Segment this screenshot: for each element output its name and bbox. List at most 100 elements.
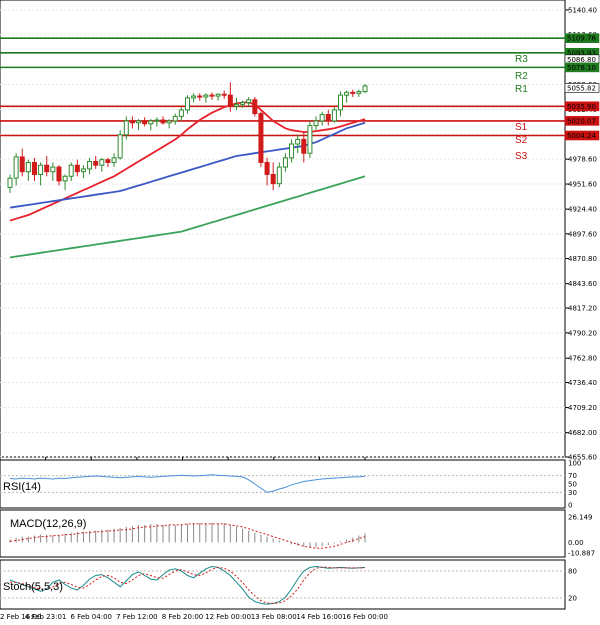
stoch-tick-label: 20 [568,595,577,603]
price-tag-box [564,62,600,73]
candle-body [325,114,331,122]
price-tick-label: 4951.60 [568,181,597,189]
candle-body [87,161,93,170]
s2-label: S2 [515,135,528,146]
candle-body [178,109,184,117]
candle-body [50,166,56,173]
macd-signal-line [9,523,366,549]
price-tick-label: 4709.20 [568,404,597,412]
price-tag-label: 5086.80 [567,56,596,64]
candle-body [215,93,221,97]
candle-body [289,143,295,159]
price-tick-label: 4655.60 [568,454,597,462]
time-tick-label: 8 Feb 20:00 [162,613,203,621]
candle-body [7,177,13,188]
r2-label: R2 [515,71,528,82]
price-tick-label: 4978.60 [568,156,597,164]
candle-body [313,120,319,127]
candle-body [264,161,270,175]
candle-body [80,168,86,173]
ma-green-line [9,175,366,259]
candle-body [44,164,50,173]
candle-body [111,157,117,163]
candle-body [105,159,111,163]
macd-tick-label: -10.887 [568,550,595,558]
r1-label: R1 [515,84,528,95]
s3-label: S3 [515,151,528,162]
rsi-tick-label: 50 [568,481,577,489]
time-tick-label: 16 Feb 00:00 [342,613,388,621]
time-tick-label: 12 Feb 00:00 [205,613,251,621]
price-tag-box [564,116,600,126]
main-panel-frame [0,0,566,458]
time-tick-label: 6 Feb 04:00 [71,613,112,621]
candle-body [350,91,356,94]
stoch-signal-line [10,566,365,604]
stoch-panel-frame [0,559,566,610]
time-tick-label: 13 Feb 08:00 [251,613,297,621]
candle-body [172,115,178,122]
candle-body [356,90,362,94]
rsi-tick-label: 30 [568,489,577,497]
time-axis: 2 Feb 16:004 Feb 23:01 6 Feb 04:00 7 Feb 1… [0,457,388,621]
candles [7,82,368,193]
candle-body [258,113,264,163]
candle-body [362,85,368,92]
time-tick-label: 4 Feb 23:01 [25,613,66,621]
candle-body [123,120,129,136]
macd-panel-frame [0,509,566,558]
candle-body [129,120,135,124]
candle-body [185,97,190,111]
candle-body [344,91,350,96]
stoch-title: Stoch(5,5,3) [3,581,63,593]
candle-body [142,120,148,125]
candle-body [276,166,282,185]
candle-body [233,103,239,107]
stoch-tick-label: 80 [568,568,577,576]
price-tick-label: 4924.40 [568,206,597,214]
stoch-panel: 80 20 [0,565,577,605]
price-tick-label: 4790.20 [568,329,597,337]
candle-body [338,94,344,111]
candle-body [227,94,233,107]
candle-body [252,99,258,115]
candle-body [117,134,123,159]
price-tag-label: 5109.76 [567,35,596,43]
candle-body [191,95,197,99]
price-tag-label: 5020.07 [567,117,596,125]
price-axis: 5140.405113.605059.605032.405005.604978.… [565,6,597,462]
candle-body [203,94,209,98]
price-tick-label: 4762.80 [568,355,597,363]
price-tick-label: 4870.80 [568,255,597,263]
candle-body [38,164,44,175]
candle-body [154,119,160,122]
candle-body [68,164,74,177]
rsi-tick-label: 70 [568,472,577,480]
candle-body [301,138,307,154]
candle-body [25,161,31,173]
price-tag-label: 5078.10 [567,64,596,72]
rsi-panel-frame [0,459,566,509]
price-tick-label: 4897.60 [568,230,597,238]
price-tag-box [564,33,600,43]
candle-body [246,99,252,104]
candle-body [74,164,80,173]
price-tag-label: 5004.24 [567,132,596,140]
candle-body [166,120,172,124]
macd-title: MACD(12,26,9) [10,518,86,530]
candle-body [240,102,246,105]
candle-body [99,159,105,166]
candle-body [295,138,301,145]
candle-body [93,161,99,166]
price-tick-label: 4843.60 [568,280,597,288]
s1-label: S1 [515,122,528,133]
price-tick-label: 4682.00 [568,429,597,437]
candle-body [19,156,25,173]
macd-tick-label: 26.149 [568,514,593,522]
candle-body [197,95,203,98]
macd-tick-label: 0.00 [568,539,584,547]
time-tick-label: 14 Feb 16:00 [296,613,342,621]
